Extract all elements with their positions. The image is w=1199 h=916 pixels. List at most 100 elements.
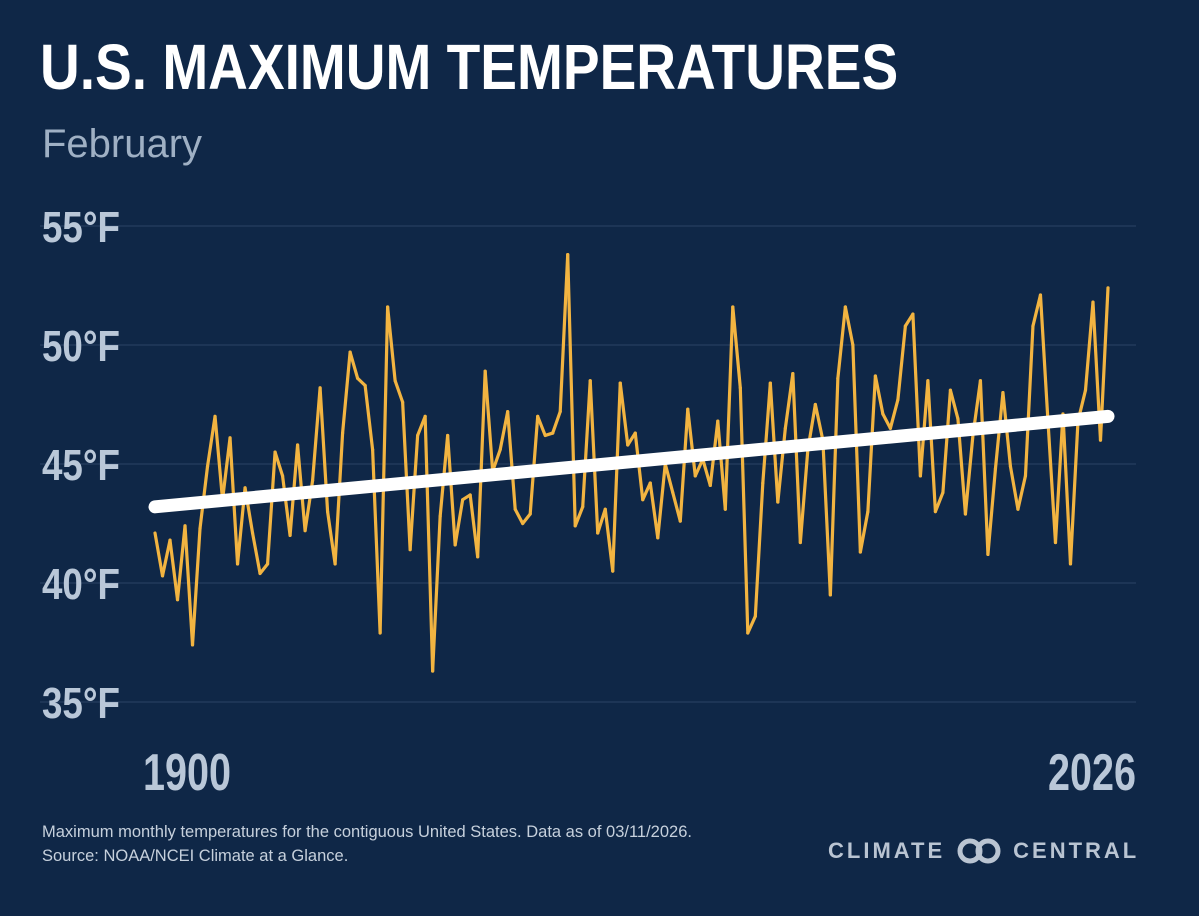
series-line-segment: [393, 379, 405, 404]
series-line-segment: [641, 481, 652, 502]
series-line-segment: [250, 531, 262, 576]
trend-line: [148, 409, 1115, 514]
series-line-segment: [686, 407, 697, 478]
series-line-segment: [783, 371, 795, 430]
series-line-segment: [213, 414, 225, 502]
series-line-segment: [491, 448, 502, 473]
series-line-segment: [753, 481, 765, 618]
series-line-segment: [1046, 419, 1058, 545]
series-line-segment: [881, 412, 892, 430]
series-line-segment: [1008, 464, 1020, 511]
series-line-segment: [280, 474, 292, 538]
series-line-segment: [160, 538, 172, 578]
series-line-segment: [663, 462, 675, 495]
series-line-segment: [776, 426, 787, 504]
series-line-segment: [483, 369, 495, 473]
series-line-segment: [431, 514, 442, 673]
series-line-segment: [423, 414, 435, 673]
footnote-description: Maximum monthly temperatures for the con…: [42, 823, 692, 841]
series-line-segment: [1023, 324, 1035, 478]
series-line-segment: [618, 381, 630, 447]
series-line-segment: [273, 450, 285, 478]
series-line-segment: [498, 410, 510, 452]
series-line-segment: [888, 398, 900, 430]
series-line-segment: [453, 498, 465, 547]
series-line-segment: [738, 386, 750, 635]
series-line-segment: [723, 305, 735, 511]
series-line-segment: [566, 252, 577, 528]
series-line-segment: [258, 562, 270, 576]
series-line-segment: [581, 379, 592, 509]
series-line-segment: [746, 614, 757, 635]
series-line-segment: [220, 436, 232, 502]
series-line-segment: [1068, 419, 1080, 566]
x-tick-label-end: 2026: [1048, 744, 1136, 802]
series-line-segment: [731, 305, 742, 390]
series-line-segment: [1061, 412, 1073, 566]
y-tick-label: 50°F: [42, 322, 120, 371]
series-line-segment: [183, 524, 195, 647]
series-line-segment: [588, 379, 600, 535]
series-line-segment: [611, 381, 622, 573]
series-line-segment: [791, 371, 802, 545]
series-line-segment: [798, 448, 810, 545]
series-line-segment: [446, 433, 457, 547]
series-line-segment: [896, 324, 907, 402]
y-tick-label: 55°F: [42, 203, 120, 252]
series-line-segment: [408, 433, 420, 552]
series-line-segment: [948, 388, 960, 421]
series-line-segment: [558, 252, 570, 414]
series-line-segment: [551, 410, 562, 435]
series-line-segment: [678, 407, 690, 523]
series-line-segment: [1016, 474, 1028, 511]
series-line-segment: [603, 507, 615, 573]
series-line-segment: [476, 369, 487, 559]
series-line-segment: [506, 410, 517, 511]
brand-word-left: CLIMATE: [828, 838, 946, 863]
series-line-segment: [761, 381, 772, 485]
chart-title: U.S. MAXIMUM TEMPERATURES: [40, 31, 899, 103]
series-line-segment: [978, 379, 990, 557]
series-line-segment: [325, 510, 337, 566]
y-tick-label: 45°F: [42, 441, 120, 490]
series-line-segment: [828, 376, 840, 597]
series-line-segment: [378, 305, 390, 635]
series-line-segment: [265, 450, 277, 566]
series-line-segment: [693, 457, 705, 478]
series-line-segment: [963, 433, 975, 516]
series-line-segment: [513, 507, 525, 526]
series-line-segment: [813, 402, 825, 442]
x-tick-label-start: 1900: [143, 744, 231, 802]
series-line-segment: [363, 383, 375, 452]
series-line-segment: [386, 305, 397, 383]
series-line-segment: [175, 524, 187, 602]
y-tick-label: 35°F: [42, 679, 120, 728]
series-line-segment: [933, 490, 945, 514]
series-line-segment: [858, 510, 870, 554]
series-line-segment: [573, 505, 585, 528]
series-line-segment: [941, 388, 953, 495]
chart-footnote: Maximum monthly temperatures for the con…: [42, 820, 692, 868]
series-line-segment: [333, 431, 345, 566]
series-line-segment: [716, 419, 727, 511]
series-line-segment: [340, 350, 352, 435]
series-line-segment: [873, 374, 885, 416]
series-line-segment: [1053, 412, 1065, 545]
climate-central-logo: CLIMATE CENTRAL: [828, 838, 1139, 864]
series-line-segment: [348, 350, 360, 380]
series-line-segment: [168, 538, 180, 602]
brand-word-right: CENTRAL: [1013, 838, 1140, 863]
series-line-segment: [836, 305, 847, 380]
series-line-segment: [648, 481, 660, 540]
series-line-segment: [356, 376, 367, 388]
y-axis-tick-labels: 35°F 40°F 45°F 50°F 55°F: [42, 203, 120, 728]
series-line-segment: [536, 414, 547, 438]
y-tick-label: 40°F: [42, 560, 120, 609]
x-axis-tick-labels: 1900 2026: [143, 744, 1136, 802]
series-line-segment: [926, 379, 938, 514]
series-line-segment: [1083, 300, 1095, 392]
series-line-segment: [596, 507, 607, 535]
series-line-segment: [371, 448, 382, 635]
series-line-segment: [153, 531, 165, 578]
